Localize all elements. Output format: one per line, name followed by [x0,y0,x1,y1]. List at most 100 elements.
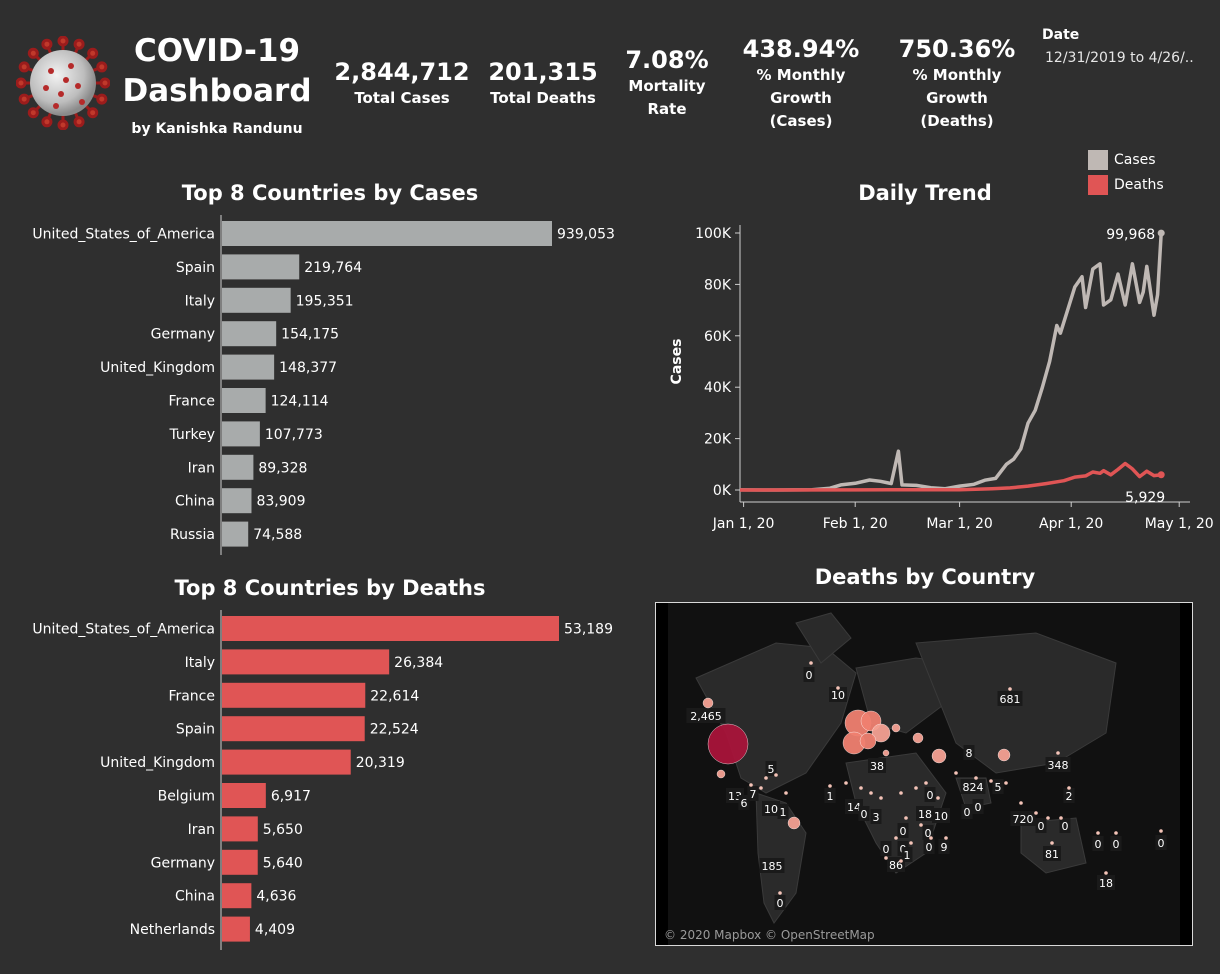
map-country-label: 0 [1038,820,1045,833]
map-label-bg [960,779,986,794]
map-country-label: 1 [904,849,911,862]
y-tick-label: 100K [695,226,732,242]
map-label-bg [897,823,909,838]
bar [222,916,250,942]
map-label-bg [777,804,789,819]
bar [222,682,366,708]
bar [222,454,254,480]
legend-item-cases[interactable]: Cases [1088,150,1164,170]
virus-spike-tip [99,77,111,89]
death-marker [914,786,918,790]
virus-spot [63,77,69,83]
category-label: Spain [176,722,215,738]
virus-spike-tip [87,107,99,119]
map-country-label: 0 [900,825,907,838]
map-label-bg [686,708,726,723]
series-end-label: 99,968 [1106,227,1155,243]
map-country-label: 9 [941,841,948,854]
map-country-label: 185 [762,860,783,873]
map-label-bg [1045,757,1071,772]
bar [222,221,552,246]
map-title: Deaths by Country [814,565,1036,589]
value-label: 83,909 [256,494,305,510]
value-label: 148,377 [279,360,337,376]
kpi-total-cases: 2,844,712 Total Cases [332,57,472,110]
map-country-label: 0 [927,789,934,802]
legend-label: Deaths [1114,177,1164,193]
map-label-bg [924,787,936,802]
death-marker [836,686,840,690]
death-bubble [707,723,749,765]
death-marker [904,816,908,820]
virus-spike-tip [27,47,39,59]
virus-spike-tip [41,116,53,128]
category-label: Turkey [168,427,215,443]
value-label: 195,351 [296,293,354,309]
map-country-label: 720 [1013,813,1034,826]
category-label: China [175,494,215,510]
legend-item-deaths[interactable]: Deaths [1088,175,1164,195]
series-line-deaths [739,461,1162,492]
deaths-map[interactable]: 0 10 681 2,465 348 8 38 5 13 7 6 10 1 1 824 5 2 14 0 3 18 10 0… [655,602,1193,946]
value-label: 5,640 [263,855,303,871]
map-country-label: 81 [1045,848,1059,861]
map-country-label: 0 [1095,838,1102,851]
map-label-bg [916,806,934,821]
category-label: Russia [170,527,215,543]
map-label-bg [762,801,780,816]
x-tick-label: Jan 1, 20 [712,516,775,532]
kpi-value: 750.36% [898,35,1016,63]
land-mass [795,612,852,664]
death-marker [1004,781,1008,785]
kpi-label: % Monthly [756,66,846,84]
virus-spike-tip [27,107,39,119]
death-marker [924,781,928,785]
bar [222,254,300,280]
y-tick-label: 20K [704,432,732,448]
map-label-bg [1059,818,1071,833]
category-label: Germany [151,855,215,871]
map-label-bg [972,799,984,814]
death-bubble [997,748,1011,762]
death-marker [1159,829,1163,833]
death-marker [936,796,940,800]
map-label-bg [961,804,973,819]
death-marker [1067,786,1071,790]
bar [222,816,258,842]
death-bubble [787,816,801,830]
virus-spot [43,85,49,91]
map-label-bg [803,667,815,682]
kpi-mortality-rate: 7.08% Mortality Rate [612,45,722,121]
date-filter-value[interactable]: 12/31/2019 to 4/26/.. [1045,50,1194,66]
map-country-label: 7 [750,788,757,801]
map-country-label: 10 [831,689,845,702]
y-tick-label: 60K [704,329,732,345]
bar [222,488,252,514]
value-label: 20,319 [356,755,405,771]
map-label-bg [1092,836,1104,851]
death-bubble [931,748,947,764]
series-end-label: 5,929 [1125,490,1165,506]
death-marker [1019,801,1023,805]
death-bubble [882,749,890,757]
virus-spike-tip [73,38,85,50]
legend-swatch [1088,175,1108,195]
kpi-label: Total Cases [354,89,450,107]
map-country-label: 2,465 [690,710,722,723]
x-tick-label: Mar 1, 20 [926,516,993,532]
category-label: Spain [176,260,215,276]
kpi-value: 201,315 [488,58,598,86]
death-marker [1050,841,1054,845]
death-marker [1096,831,1100,835]
category-label: Italy [185,293,215,309]
map-label-bg [1043,846,1061,861]
kpi-label: Total Deaths [490,89,596,107]
map-country-label: 2 [1066,790,1073,803]
death-bubble [702,697,714,709]
value-label: 939,053 [557,227,615,243]
bar [222,616,559,641]
bar [222,883,252,909]
bar [222,749,351,775]
value-label: 74,588 [253,527,302,543]
